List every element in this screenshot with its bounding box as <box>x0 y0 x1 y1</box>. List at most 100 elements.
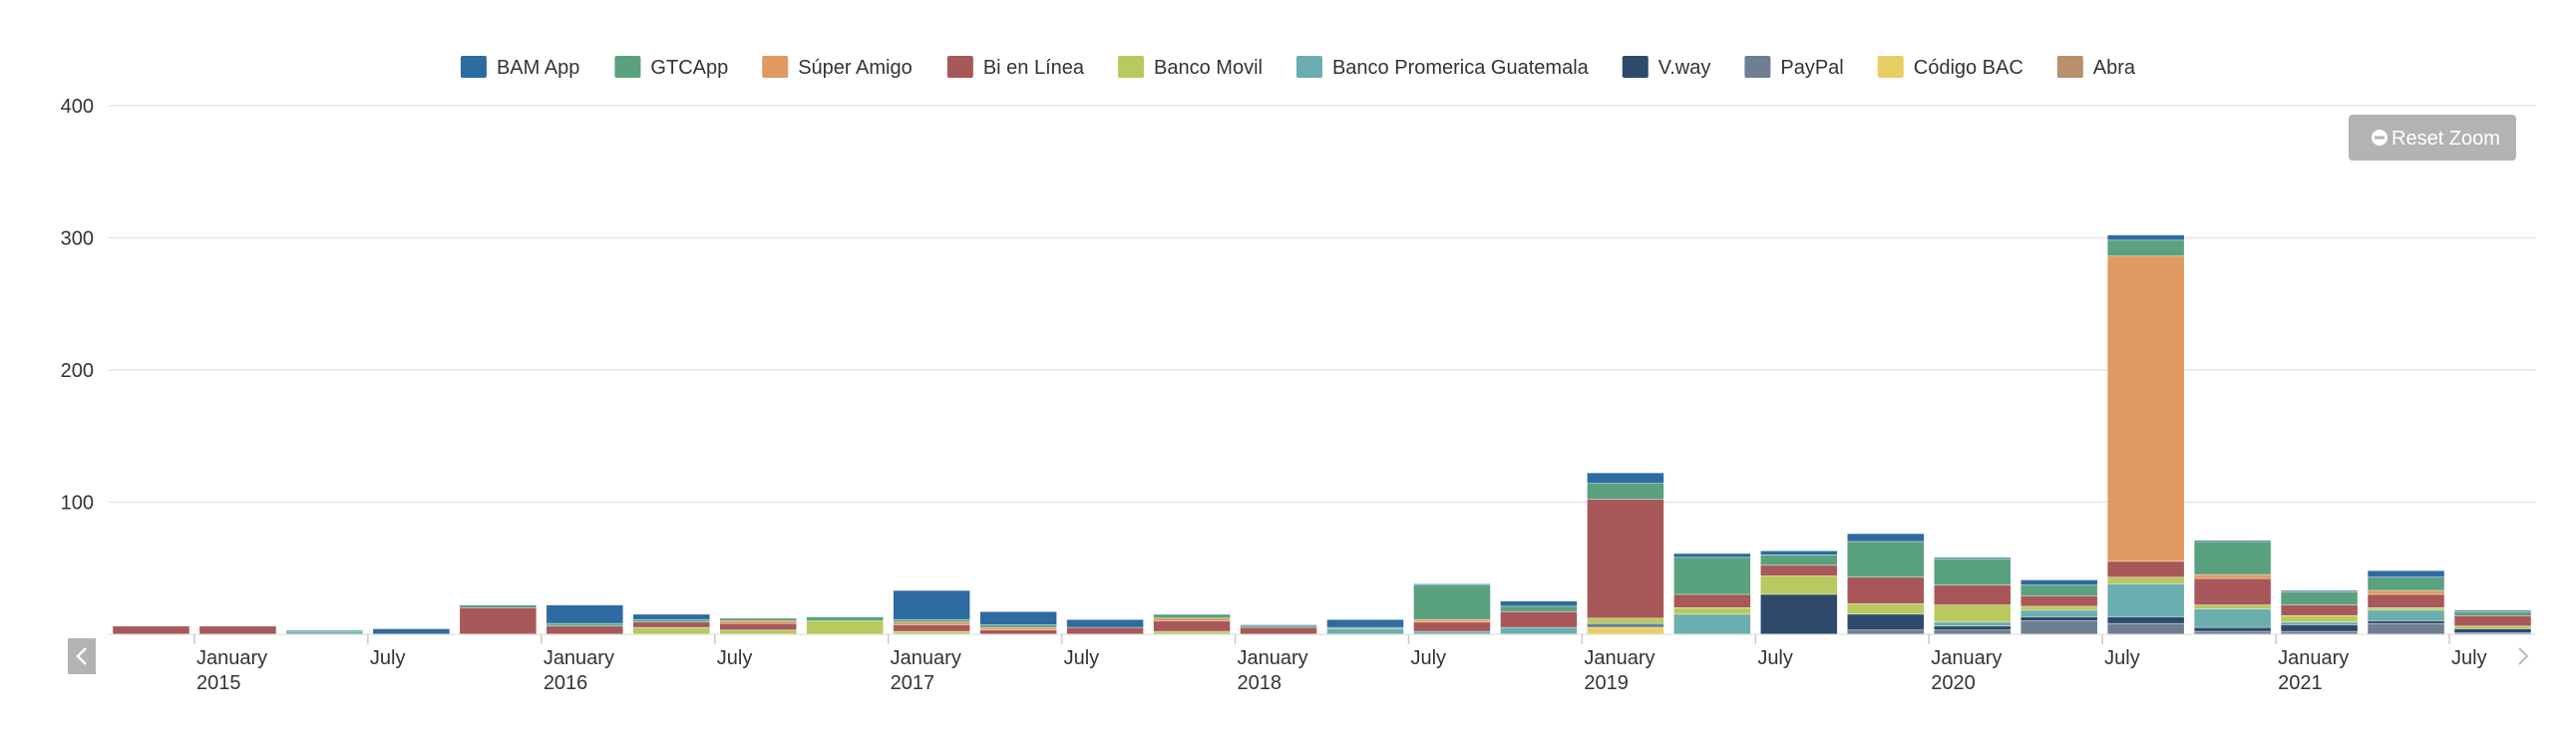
bar-segment-gtcapp[interactable] <box>806 616 884 621</box>
bar-segment-banco-movil[interactable] <box>2368 607 2444 610</box>
bar-segment-s-per-amigo[interactable] <box>2107 256 2184 561</box>
bar-segment-bi-en-l-nea[interactable] <box>2281 604 2358 615</box>
bar-segment-bam-app[interactable] <box>2281 590 2358 592</box>
bar-segment-bam-app[interactable] <box>2454 610 2531 611</box>
bar-segment-gtcapp[interactable] <box>2368 577 2444 590</box>
bar-segment-banco-promerica-guatemala[interactable] <box>1673 614 1751 634</box>
bar-segment-bam-app[interactable] <box>1066 619 1144 627</box>
scroll-left-button[interactable] <box>68 638 96 674</box>
bar-segment-bam-app[interactable] <box>2021 579 2097 585</box>
bar-segment-banco-movil[interactable] <box>2107 577 2184 584</box>
bar-segment-gtcapp[interactable] <box>1760 555 1838 565</box>
bar-segment-paypal[interactable] <box>2454 632 2531 634</box>
bar-segment-banco-promerica-guatemala[interactable] <box>2368 610 2444 621</box>
bar-segment-bi-en-l-nea[interactable] <box>1934 584 2011 605</box>
bar-segment-gtcapp[interactable] <box>2107 240 2184 256</box>
bar-segment-s-per-amigo[interactable] <box>1153 618 1231 621</box>
bar-segment-paypal[interactable] <box>2368 623 2444 634</box>
bar-segment-bam-app[interactable] <box>2194 540 2271 542</box>
bar-segment-gtcapp[interactable] <box>460 604 537 607</box>
bar-segment-s-per-amigo[interactable] <box>979 627 1057 630</box>
bar-segment-paypal[interactable] <box>2021 620 2097 634</box>
bar-segment-bam-app[interactable] <box>2368 570 2444 577</box>
bar-segment-bam-app[interactable] <box>1934 558 2011 559</box>
legend-item-paypal[interactable]: PayPal <box>1744 56 1844 79</box>
bar-segment-v-way[interactable] <box>2281 624 2358 631</box>
bar-segment-banco-promerica-guatemala[interactable] <box>2107 583 2184 617</box>
bar-segment-gtcapp[interactable] <box>2021 584 2097 596</box>
bar-segment-gtcapp[interactable] <box>719 618 797 621</box>
bar-segment-banco-movil[interactable] <box>2021 606 2097 610</box>
bar-segment-v-way[interactable] <box>2194 627 2271 631</box>
bar-segment-bam-app[interactable] <box>1673 554 1751 558</box>
bar-segment-gtcapp[interactable] <box>1240 626 1317 627</box>
bar-segment-bam-app[interactable] <box>1760 551 1838 555</box>
bar-segment-bi-en-l-nea[interactable] <box>1240 627 1317 634</box>
bar-segment-gtcapp[interactable] <box>1934 559 2011 585</box>
bar-segment-bam-app[interactable] <box>1413 583 1491 585</box>
bar-segment-bam-app[interactable] <box>547 604 623 623</box>
bar-segment-gtcapp[interactable] <box>1673 558 1751 594</box>
bar-segment-gtcapp[interactable] <box>1326 627 1404 629</box>
bar-segment-gtcapp[interactable] <box>1847 542 1925 577</box>
legend-item-s-per-amigo[interactable]: Súper Amigo <box>762 56 913 79</box>
bar-segment-banco-movil[interactable] <box>1587 618 1664 623</box>
bar-segment-bi-en-l-nea[interactable] <box>2368 594 2444 607</box>
bar-segment-paypal[interactable] <box>1934 630 2011 634</box>
legend-item-bam-app[interactable]: BAM App <box>460 56 579 79</box>
bar-segment-s-per-amigo[interactable] <box>893 622 970 625</box>
bar-segment-bam-app[interactable] <box>373 628 450 634</box>
bar-segment-bam-app[interactable] <box>1847 534 1925 542</box>
bar-segment-bi-en-l-nea[interactable] <box>547 626 623 634</box>
bar-segment-banco-movil[interactable] <box>1153 631 1231 634</box>
bar-segment-s-per-amigo[interactable] <box>1413 619 1491 622</box>
bar-segment-bi-en-l-nea[interactable] <box>113 626 189 634</box>
bar-segment-s-per-amigo[interactable] <box>2194 574 2271 578</box>
legend-item-banco-promerica-guatemala[interactable]: Banco Promerica Guatemala <box>1295 56 1590 79</box>
bar-segment-gtcapp[interactable] <box>286 630 363 631</box>
bar-segment-banco-promerica-guatemala[interactable] <box>1500 627 1578 634</box>
bar-segment-banco-movil[interactable] <box>2454 626 2531 629</box>
bar-segment-banco-promerica-guatemala[interactable] <box>1413 631 1491 634</box>
bar-segment-v-way[interactable] <box>1760 594 1838 634</box>
bar-segment-bi-en-l-nea[interactable] <box>1066 627 1144 634</box>
bar-segment-bi-en-l-nea[interactable] <box>1673 594 1751 607</box>
bar-segment-bi-en-l-nea[interactable] <box>719 623 797 630</box>
bar-segment-paypal[interactable] <box>2107 623 2184 634</box>
bar-segment-banco-movil[interactable] <box>1934 604 2011 622</box>
bar-segment-banco-promerica-guatemala[interactable] <box>1326 628 1404 634</box>
bar-segment-s-per-amigo[interactable] <box>2368 590 2444 594</box>
bar-segment-bi-en-l-nea[interactable] <box>1500 611 1578 627</box>
legend-item-abra[interactable]: Abra <box>2056 56 2136 79</box>
bar-segment-gtcapp[interactable] <box>2194 542 2271 574</box>
bar-segment-bam-app[interactable] <box>979 611 1057 625</box>
legend-item-banco-movil[interactable]: Banco Movil <box>1118 56 1263 79</box>
bar-segment-v-way[interactable] <box>2454 628 2531 633</box>
bar-segment-gtcapp[interactable] <box>1587 483 1664 500</box>
bar-segment-banco-movil[interactable] <box>893 631 970 634</box>
bar-segment-gtcapp[interactable] <box>1500 606 1578 611</box>
bar-segment-paypal[interactable] <box>2194 631 2271 634</box>
bar-segment-bam-app[interactable] <box>1500 600 1578 606</box>
legend-item-bi-en-l-nea[interactable]: Bi en Línea <box>946 56 1085 79</box>
scroll-right-button[interactable] <box>2518 647 2529 665</box>
bar-segment-banco-movil[interactable] <box>1760 575 1838 594</box>
bar-segment-bam-app[interactable] <box>1326 619 1404 627</box>
bar-segment-gtcapp[interactable] <box>1153 614 1231 618</box>
bar-segment-gtcapp[interactable] <box>979 624 1057 627</box>
bar-segment-bi-en-l-nea[interactable] <box>1153 620 1231 631</box>
bar-segment-banco-movil[interactable] <box>633 627 710 634</box>
bar-segment-v-way[interactable] <box>1847 614 1925 630</box>
legend-item-gtcapp[interactable]: GTCApp <box>614 56 728 79</box>
bar-segment-bi-en-l-nea[interactable] <box>2107 561 2184 577</box>
bar-segment-bi-en-l-nea[interactable] <box>2021 595 2097 606</box>
legend-item-c-digo-bac[interactable]: Código BAC <box>1877 56 2024 79</box>
bar-segment-bi-en-l-nea[interactable] <box>199 626 276 634</box>
bar-segment-banco-promerica-guatemala[interactable] <box>2194 608 2271 627</box>
bar-segment-v-way[interactable] <box>2368 620 2444 623</box>
bar-segment-banco-movil[interactable] <box>719 630 797 634</box>
bar-segment-gtcapp[interactable] <box>547 623 623 626</box>
bar-segment-banco-movil[interactable] <box>1673 607 1751 614</box>
bar-segment-paypal[interactable] <box>1587 623 1664 627</box>
bar-segment-bi-en-l-nea[interactable] <box>633 622 710 627</box>
